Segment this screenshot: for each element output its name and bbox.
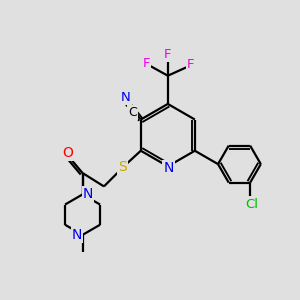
Text: Cl: Cl <box>245 198 258 211</box>
Text: N: N <box>121 91 131 104</box>
Text: N: N <box>163 161 174 176</box>
Text: S: S <box>118 160 127 174</box>
Text: N: N <box>72 228 83 242</box>
Text: F: F <box>187 58 194 71</box>
Text: F: F <box>164 48 171 62</box>
Text: C: C <box>128 106 137 119</box>
Text: O: O <box>62 146 73 160</box>
Text: F: F <box>142 57 150 70</box>
Text: N: N <box>83 188 93 201</box>
